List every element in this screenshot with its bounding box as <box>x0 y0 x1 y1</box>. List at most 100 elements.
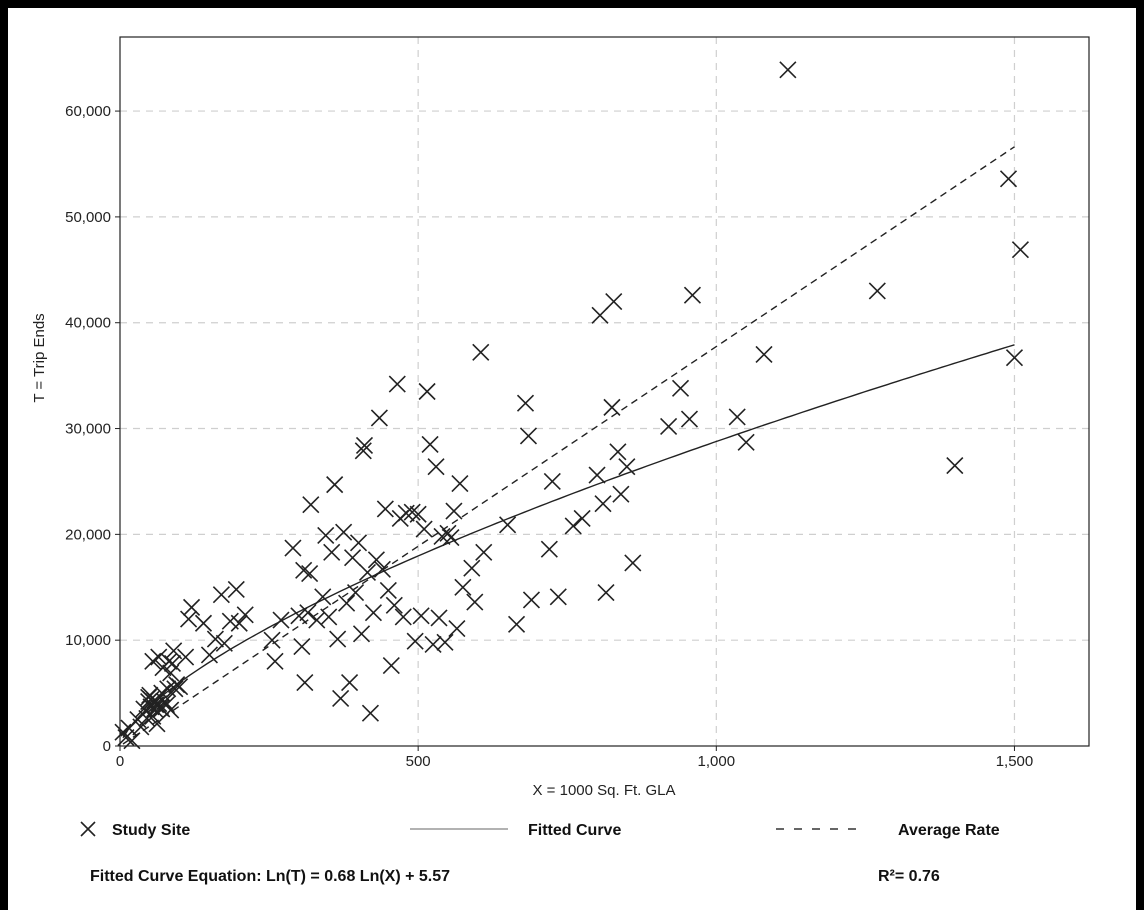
study-site-point <box>516 394 535 412</box>
study-site-point <box>293 637 311 656</box>
study-site-point <box>430 609 448 627</box>
study-site-point <box>519 427 538 445</box>
y-tick-label: 30,000 <box>65 421 111 438</box>
study-site-point <box>999 170 1018 188</box>
study-site-point <box>358 563 377 582</box>
y-tick-label: 60,000 <box>65 103 111 120</box>
study-site-point <box>320 608 338 626</box>
study-site-point <box>206 630 224 648</box>
study-site-point <box>618 458 636 476</box>
study-site-point <box>142 690 160 709</box>
study-site-point <box>266 652 284 670</box>
study-site-point <box>341 673 359 692</box>
study-site-point <box>295 561 313 579</box>
study-site-point <box>475 543 493 561</box>
study-site-point <box>507 615 526 633</box>
x-tick-label: 1,500 <box>996 753 1034 770</box>
study-site-point <box>624 554 642 572</box>
trend-lines <box>122 146 1015 745</box>
y-axis-title: T = Trip Ends <box>31 313 48 402</box>
study-site-point <box>1011 241 1029 259</box>
study-site-point <box>427 458 445 476</box>
study-site-point <box>564 517 582 535</box>
study-site-point <box>466 593 484 611</box>
y-tick-label: 50,000 <box>65 209 111 226</box>
x-axis-title: X = 1000 Sq. Ft. GLA <box>533 782 676 799</box>
study-site-point <box>132 718 150 736</box>
study-site-point <box>549 588 567 606</box>
study-site-point <box>212 586 230 604</box>
study-site-point <box>308 611 326 629</box>
legend: Study Site Fitted Curve Average Rate Fit… <box>80 821 1000 885</box>
study-site-point <box>200 646 219 664</box>
study-site-point <box>755 345 773 364</box>
study-site-point <box>603 398 621 416</box>
study-site-point <box>230 614 248 632</box>
study-site-point <box>1005 349 1024 367</box>
study-site-point <box>326 476 344 494</box>
study-site-point <box>406 632 424 650</box>
study-site-point <box>314 588 332 606</box>
study-site-point <box>409 505 427 523</box>
study-site-point <box>148 715 166 733</box>
study-site-point <box>323 543 341 561</box>
study-site-point <box>403 503 421 521</box>
study-site-point <box>367 551 385 569</box>
study-site-point <box>660 417 678 435</box>
study-site-point <box>301 564 319 583</box>
study-site-point <box>543 472 561 491</box>
x-tick-label: 500 <box>406 753 431 770</box>
legend-study-site-marker <box>80 821 96 837</box>
study-site-point <box>329 630 347 648</box>
plot-area <box>119 36 1090 747</box>
study-site-point <box>332 689 350 707</box>
study-site-point <box>354 442 372 460</box>
study-site-point <box>361 704 380 722</box>
study-site-point <box>138 709 156 728</box>
study-site-point <box>284 539 302 557</box>
study-site-point <box>499 516 517 534</box>
study-site-point <box>868 282 886 300</box>
study-site-point <box>346 583 365 602</box>
y-tick-label: 20,000 <box>65 526 111 543</box>
y-tick-label: 0 <box>103 738 111 755</box>
study-site-point <box>335 523 353 541</box>
study-site-point <box>421 435 439 453</box>
study-site-point <box>338 594 356 612</box>
study-site-point <box>355 436 374 455</box>
study-site-point <box>236 606 254 624</box>
study-site-point <box>165 642 183 660</box>
study-site-point <box>349 534 368 552</box>
study-site-point <box>451 474 469 493</box>
study-site-point <box>946 457 964 475</box>
study-site-point <box>448 619 466 638</box>
study-site-point <box>376 500 394 518</box>
study-site-point <box>263 631 281 649</box>
study-site-point <box>117 728 135 747</box>
grid-lines <box>120 37 1089 746</box>
average-rate-line <box>122 146 1015 745</box>
study-site-point <box>182 598 201 616</box>
study-site-point <box>454 578 472 596</box>
study-site-point <box>522 591 541 609</box>
study-site-point <box>171 678 189 696</box>
x-tick-label: 0 <box>116 753 124 770</box>
study-site-point <box>573 509 591 528</box>
study-site-point <box>436 633 454 651</box>
study-site-point <box>737 433 755 451</box>
study-site-point <box>597 583 615 602</box>
fitted-curve-line <box>122 344 1015 739</box>
study-site-point <box>779 61 797 79</box>
study-site-point <box>415 520 433 538</box>
study-site-point <box>227 580 245 598</box>
x-tick-label: 1,000 <box>698 753 736 770</box>
fitted-curve-equation: Fitted Curve Equation: Ln(T) = 0.68 Ln(X… <box>90 868 450 885</box>
study-site-point <box>370 409 388 427</box>
study-site-point <box>146 700 164 718</box>
study-site-point <box>442 528 460 547</box>
study-site-point <box>302 496 320 514</box>
study-site-point <box>180 610 198 628</box>
study-site-point <box>194 614 213 632</box>
study-site-point <box>588 466 606 484</box>
